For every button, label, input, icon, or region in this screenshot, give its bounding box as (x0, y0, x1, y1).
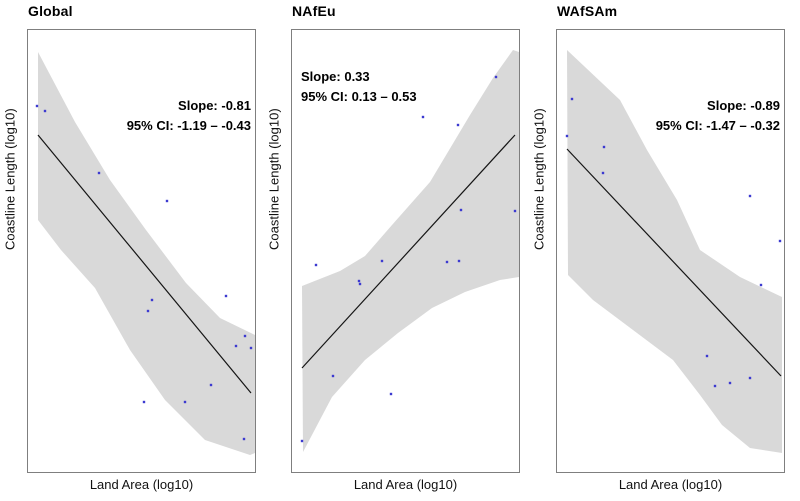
data-point (183, 400, 187, 404)
data-point (142, 400, 146, 404)
data-point (445, 260, 449, 264)
data-point (601, 171, 605, 175)
data-point (249, 346, 253, 350)
data-point (602, 145, 606, 149)
panel-wafsam: WAfSAm Coastline Length (log10) Slope: -… (529, 0, 793, 501)
data-point (457, 259, 461, 263)
data-point (759, 283, 763, 287)
data-point (97, 171, 101, 175)
data-point (234, 344, 238, 348)
plot-area: Slope: 0.33 95% CI: 0.13 – 0.53 (291, 29, 520, 473)
data-point (728, 381, 732, 385)
data-point (224, 294, 228, 298)
confidence-band (567, 50, 782, 453)
confidence-band (302, 50, 519, 452)
stats-annotation: Slope: -0.89 95% CI: -1.47 – -0.32 (656, 96, 780, 136)
stats-annotation: Slope: 0.33 95% CI: 0.13 – 0.53 (301, 67, 417, 107)
stats-annotation: Slope: -0.81 95% CI: -1.19 – -0.43 (127, 96, 251, 136)
ci-label: 95% CI: -1.47 – -0.32 (655, 118, 780, 133)
data-point (494, 75, 498, 79)
x-axis-label: Land Area (log10) (353, 477, 458, 492)
data-point (165, 199, 169, 203)
slope-label: Slope: 0.33 (301, 69, 370, 84)
regression-line (37, 134, 252, 394)
scatter-plot-global (35, 52, 255, 455)
data-point (421, 115, 425, 119)
x-axis-label: Land Area (log10) (618, 477, 723, 492)
data-point (748, 376, 752, 380)
data-point (358, 282, 362, 286)
data-point (389, 392, 393, 396)
data-point (357, 279, 361, 283)
panel-nafeu: NAfEu Coastline Length (log10) Slope: 0.… (264, 0, 528, 501)
data-point (570, 97, 574, 101)
panel-global: Global Coastline Length (log10) Slope: -… (0, 0, 264, 501)
data-point (705, 354, 709, 358)
data-point (150, 298, 154, 302)
regression-line (566, 148, 782, 377)
data-point (713, 384, 717, 388)
data-point (209, 383, 213, 387)
confidence-band (38, 52, 255, 455)
plot-area: Slope: -0.81 95% CI: -1.19 – -0.43 (27, 29, 256, 473)
scatter-plot-nafeu (300, 50, 519, 452)
data-point (778, 239, 782, 243)
data-point (331, 374, 335, 378)
data-point (314, 263, 318, 267)
slope-label: Slope: -0.89 (707, 98, 780, 113)
data-point (242, 437, 246, 441)
x-axis-label: Land Area (log10) (89, 477, 194, 492)
panel-title: WAfSAm (557, 3, 618, 19)
regression-line (301, 134, 516, 369)
data-point (513, 209, 517, 213)
data-point (748, 194, 752, 198)
plot-area: Slope: -0.89 95% CI: -1.47 – -0.32 (556, 29, 785, 473)
data-point (43, 109, 47, 113)
data-point (565, 134, 569, 138)
data-point (35, 104, 39, 108)
slope-label: Slope: -0.81 (178, 98, 251, 113)
ci-label: 95% CI: -1.19 – -0.43 (126, 118, 251, 133)
ci-label: 95% CI: 0.13 – 0.53 (301, 89, 417, 104)
data-point (300, 439, 304, 443)
data-point (243, 334, 247, 338)
data-point (146, 309, 150, 313)
panel-title: NAfEu (292, 3, 336, 19)
data-point (380, 259, 384, 263)
data-point (456, 123, 460, 127)
scatter-plot-wafsam (565, 50, 782, 453)
data-point (459, 208, 463, 212)
panel-title: Global (28, 3, 73, 19)
